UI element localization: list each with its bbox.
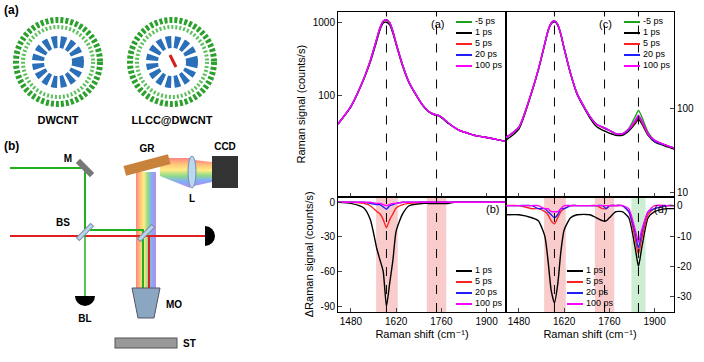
svg-text:(a): (a) — [431, 18, 444, 30]
html-text:20 ps: 20 ps — [475, 49, 497, 59]
svg-text:DWCNT: DWCNT — [38, 114, 79, 126]
svg-text:100: 100 — [677, 103, 694, 114]
svg-text:(b): (b) — [486, 203, 499, 215]
html-text:-5 ps: -5 ps — [643, 16, 663, 26]
svg-text:100: 100 — [318, 90, 335, 101]
html-text:100 ps: 100 ps — [475, 60, 502, 70]
svg-text:-60: -60 — [321, 266, 336, 277]
svg-text:Raman signal (counts/s): Raman signal (counts/s) — [295, 45, 307, 164]
svg-text:L: L — [189, 193, 195, 204]
svg-text:0: 0 — [677, 200, 683, 211]
svg-text:(a): (a) — [4, 3, 19, 17]
html-text:5 ps: 5 ps — [475, 38, 492, 48]
svg-text:1000: 1000 — [313, 17, 336, 28]
html-text:1 ps: 1 ps — [643, 27, 660, 37]
svg-text:1620: 1620 — [553, 316, 576, 327]
svg-text:1900: 1900 — [643, 316, 666, 327]
html-text:1 ps: 1 ps — [475, 27, 492, 37]
html-text:-5 ps: -5 ps — [475, 16, 495, 26]
svg-text:0: 0 — [329, 197, 335, 208]
svg-text:1900: 1900 — [475, 316, 498, 327]
html-text:1 ps: 1 ps — [475, 265, 492, 275]
svg-text:ΔRaman signal (counts/s): ΔRaman signal (counts/s) — [303, 191, 315, 317]
svg-text:-30: -30 — [321, 231, 336, 242]
svg-text:-20: -20 — [677, 261, 692, 272]
svg-text:CCD: CCD — [214, 141, 236, 152]
svg-text:1480: 1480 — [508, 316, 531, 327]
svg-text:1760: 1760 — [430, 316, 453, 327]
svg-text:BS: BS — [56, 217, 70, 228]
html-text:1 ps: 1 ps — [586, 265, 603, 275]
html-text:20 ps: 20 ps — [643, 49, 665, 59]
svg-text:MO: MO — [166, 299, 182, 310]
svg-text:M: M — [64, 153, 72, 164]
svg-text:Raman shift (cm⁻¹): Raman shift (cm⁻¹) — [543, 328, 636, 340]
svg-text:Raman shift (cm⁻¹): Raman shift (cm⁻¹) — [375, 328, 468, 340]
html-text:20 ps: 20 ps — [475, 287, 497, 297]
svg-text:-10: -10 — [677, 231, 692, 242]
svg-text:LLCC@DWCNT: LLCC@DWCNT — [132, 114, 213, 126]
html-text:100 ps: 100 ps — [586, 298, 613, 308]
svg-text:GR: GR — [140, 143, 156, 154]
svg-text:(c): (c) — [599, 18, 612, 30]
svg-text:ST: ST — [183, 338, 196, 349]
html-text:5 ps: 5 ps — [586, 276, 603, 286]
svg-text:-90: -90 — [321, 301, 336, 312]
html-text:5 ps: 5 ps — [643, 38, 660, 48]
svg-text:1760: 1760 — [598, 316, 621, 327]
svg-text:1620: 1620 — [385, 316, 408, 327]
svg-text:(b): (b) — [4, 139, 19, 153]
svg-text:10: 10 — [677, 187, 689, 198]
html-text:5 ps: 5 ps — [475, 276, 492, 286]
svg-text:(d): (d) — [654, 203, 667, 215]
svg-text:BL: BL — [78, 313, 91, 324]
html-text:100 ps: 100 ps — [643, 60, 670, 70]
html-text:100 ps: 100 ps — [475, 298, 502, 308]
svg-text:1480: 1480 — [340, 316, 363, 327]
svg-text:-30: -30 — [677, 291, 692, 302]
html-text:20 ps: 20 ps — [586, 287, 608, 297]
